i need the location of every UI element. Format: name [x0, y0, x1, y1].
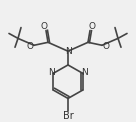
- Text: Br: Br: [63, 111, 73, 121]
- Text: N: N: [48, 68, 55, 77]
- Text: O: O: [89, 22, 95, 31]
- Text: O: O: [27, 42, 33, 51]
- Text: N: N: [65, 47, 71, 56]
- Text: O: O: [41, 22, 47, 31]
- Text: O: O: [103, 42, 109, 51]
- Text: N: N: [81, 68, 88, 77]
